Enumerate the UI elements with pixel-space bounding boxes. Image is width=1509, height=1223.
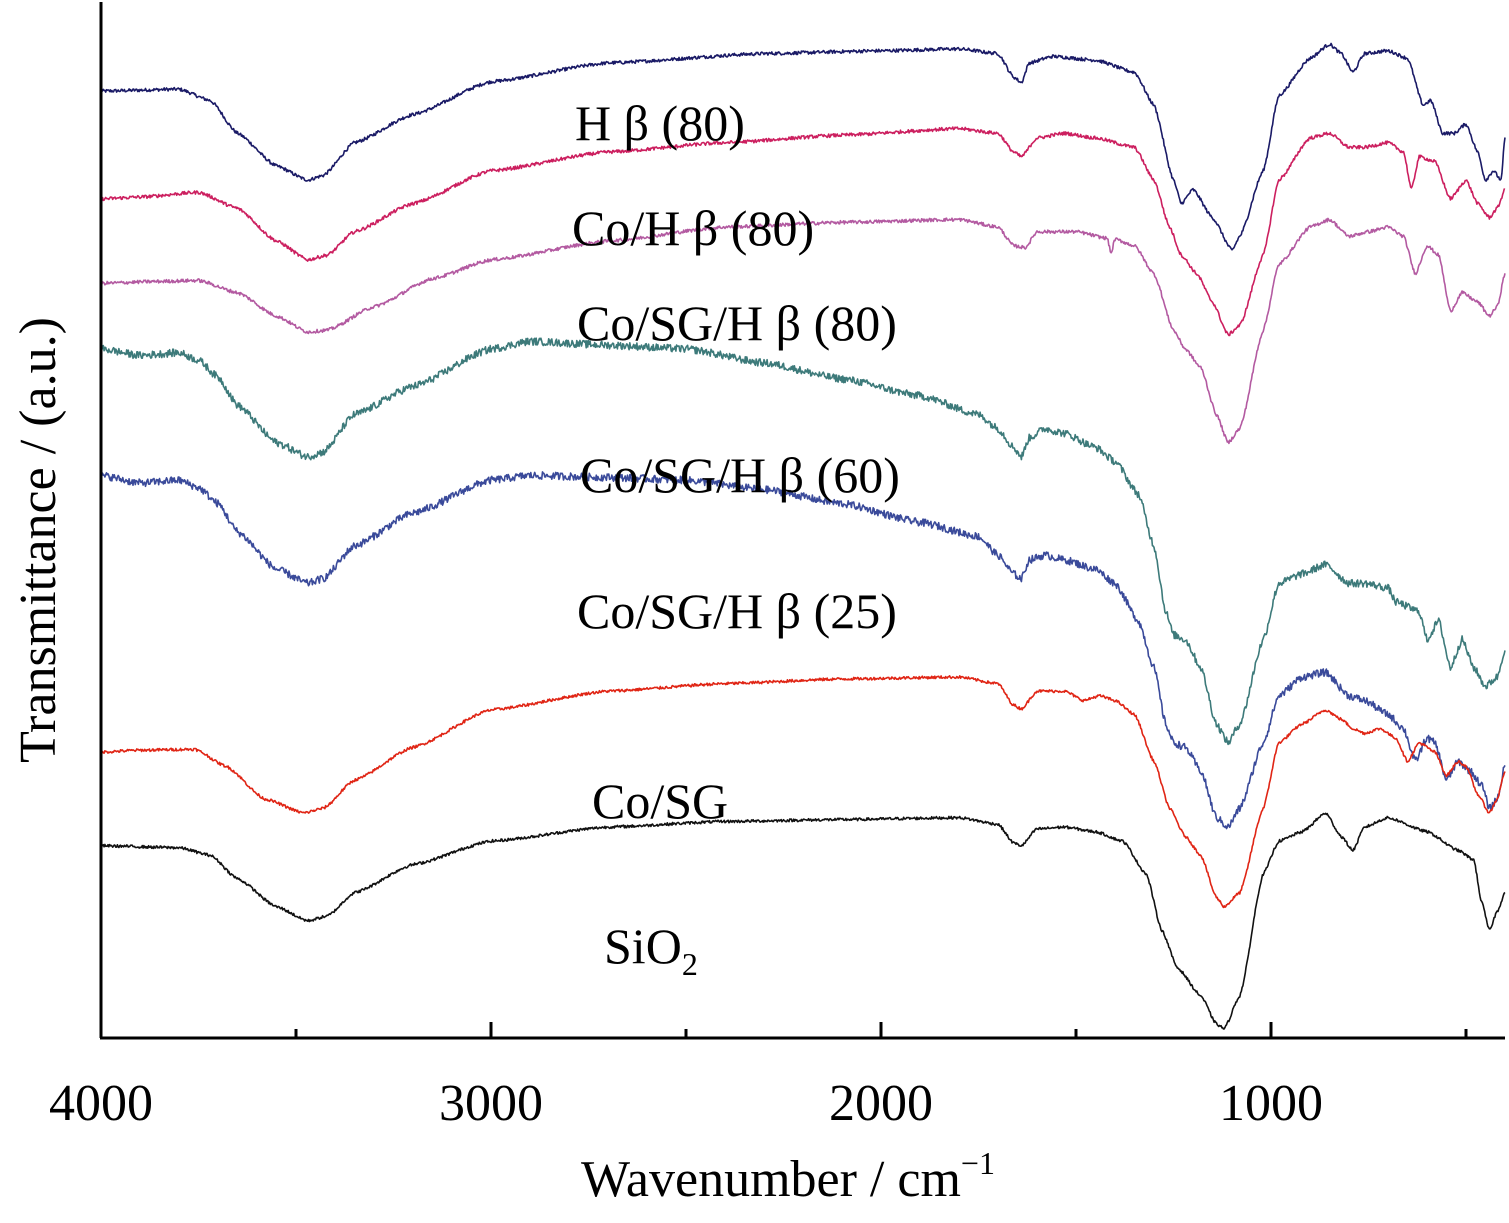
x-tick-label: 2000 (829, 1075, 933, 1132)
series-label-5: Co/SG (592, 773, 728, 829)
series-line-5 (100, 675, 1506, 909)
series-label-3: Co/SG/H β (60) (580, 447, 900, 503)
x-tick-label: 3000 (439, 1075, 543, 1132)
series-label-subscript: 2 (682, 946, 698, 982)
series-label-1: Co/H β (80) (572, 200, 814, 256)
axis-layer: 4000 3000 2000 1000 Wavenumber / cm−1 Transmi… (10, 2, 1505, 1208)
series-line-4 (100, 471, 1506, 830)
x-tick-label: 4000 (49, 1075, 153, 1132)
x-tick-label: 1000 (1219, 1075, 1323, 1132)
annotation-layer: H β (80) Co/H β (80) Co/SG/H β (80) Co/SG/H… (572, 95, 900, 982)
y-axis-title: Transmittance / (a.u.) (10, 317, 67, 763)
series-label-0: H β (80) (575, 95, 745, 151)
series-layer (100, 42, 1506, 1030)
series-line-2 (100, 217, 1506, 445)
series-label-2: Co/SG/H β (80) (577, 295, 897, 351)
series-line-3 (100, 337, 1506, 746)
series-line-0 (100, 42, 1506, 251)
x-axis-title-superscript: −1 (961, 1145, 995, 1181)
series-label-6: SiO2 (604, 918, 698, 982)
series-line-1 (100, 126, 1506, 337)
series-label-4: Co/SG/H β (25) (577, 583, 897, 639)
series-line-6 (100, 812, 1506, 1030)
x-axis-title: Wavenumber / cm−1 (581, 1145, 995, 1208)
